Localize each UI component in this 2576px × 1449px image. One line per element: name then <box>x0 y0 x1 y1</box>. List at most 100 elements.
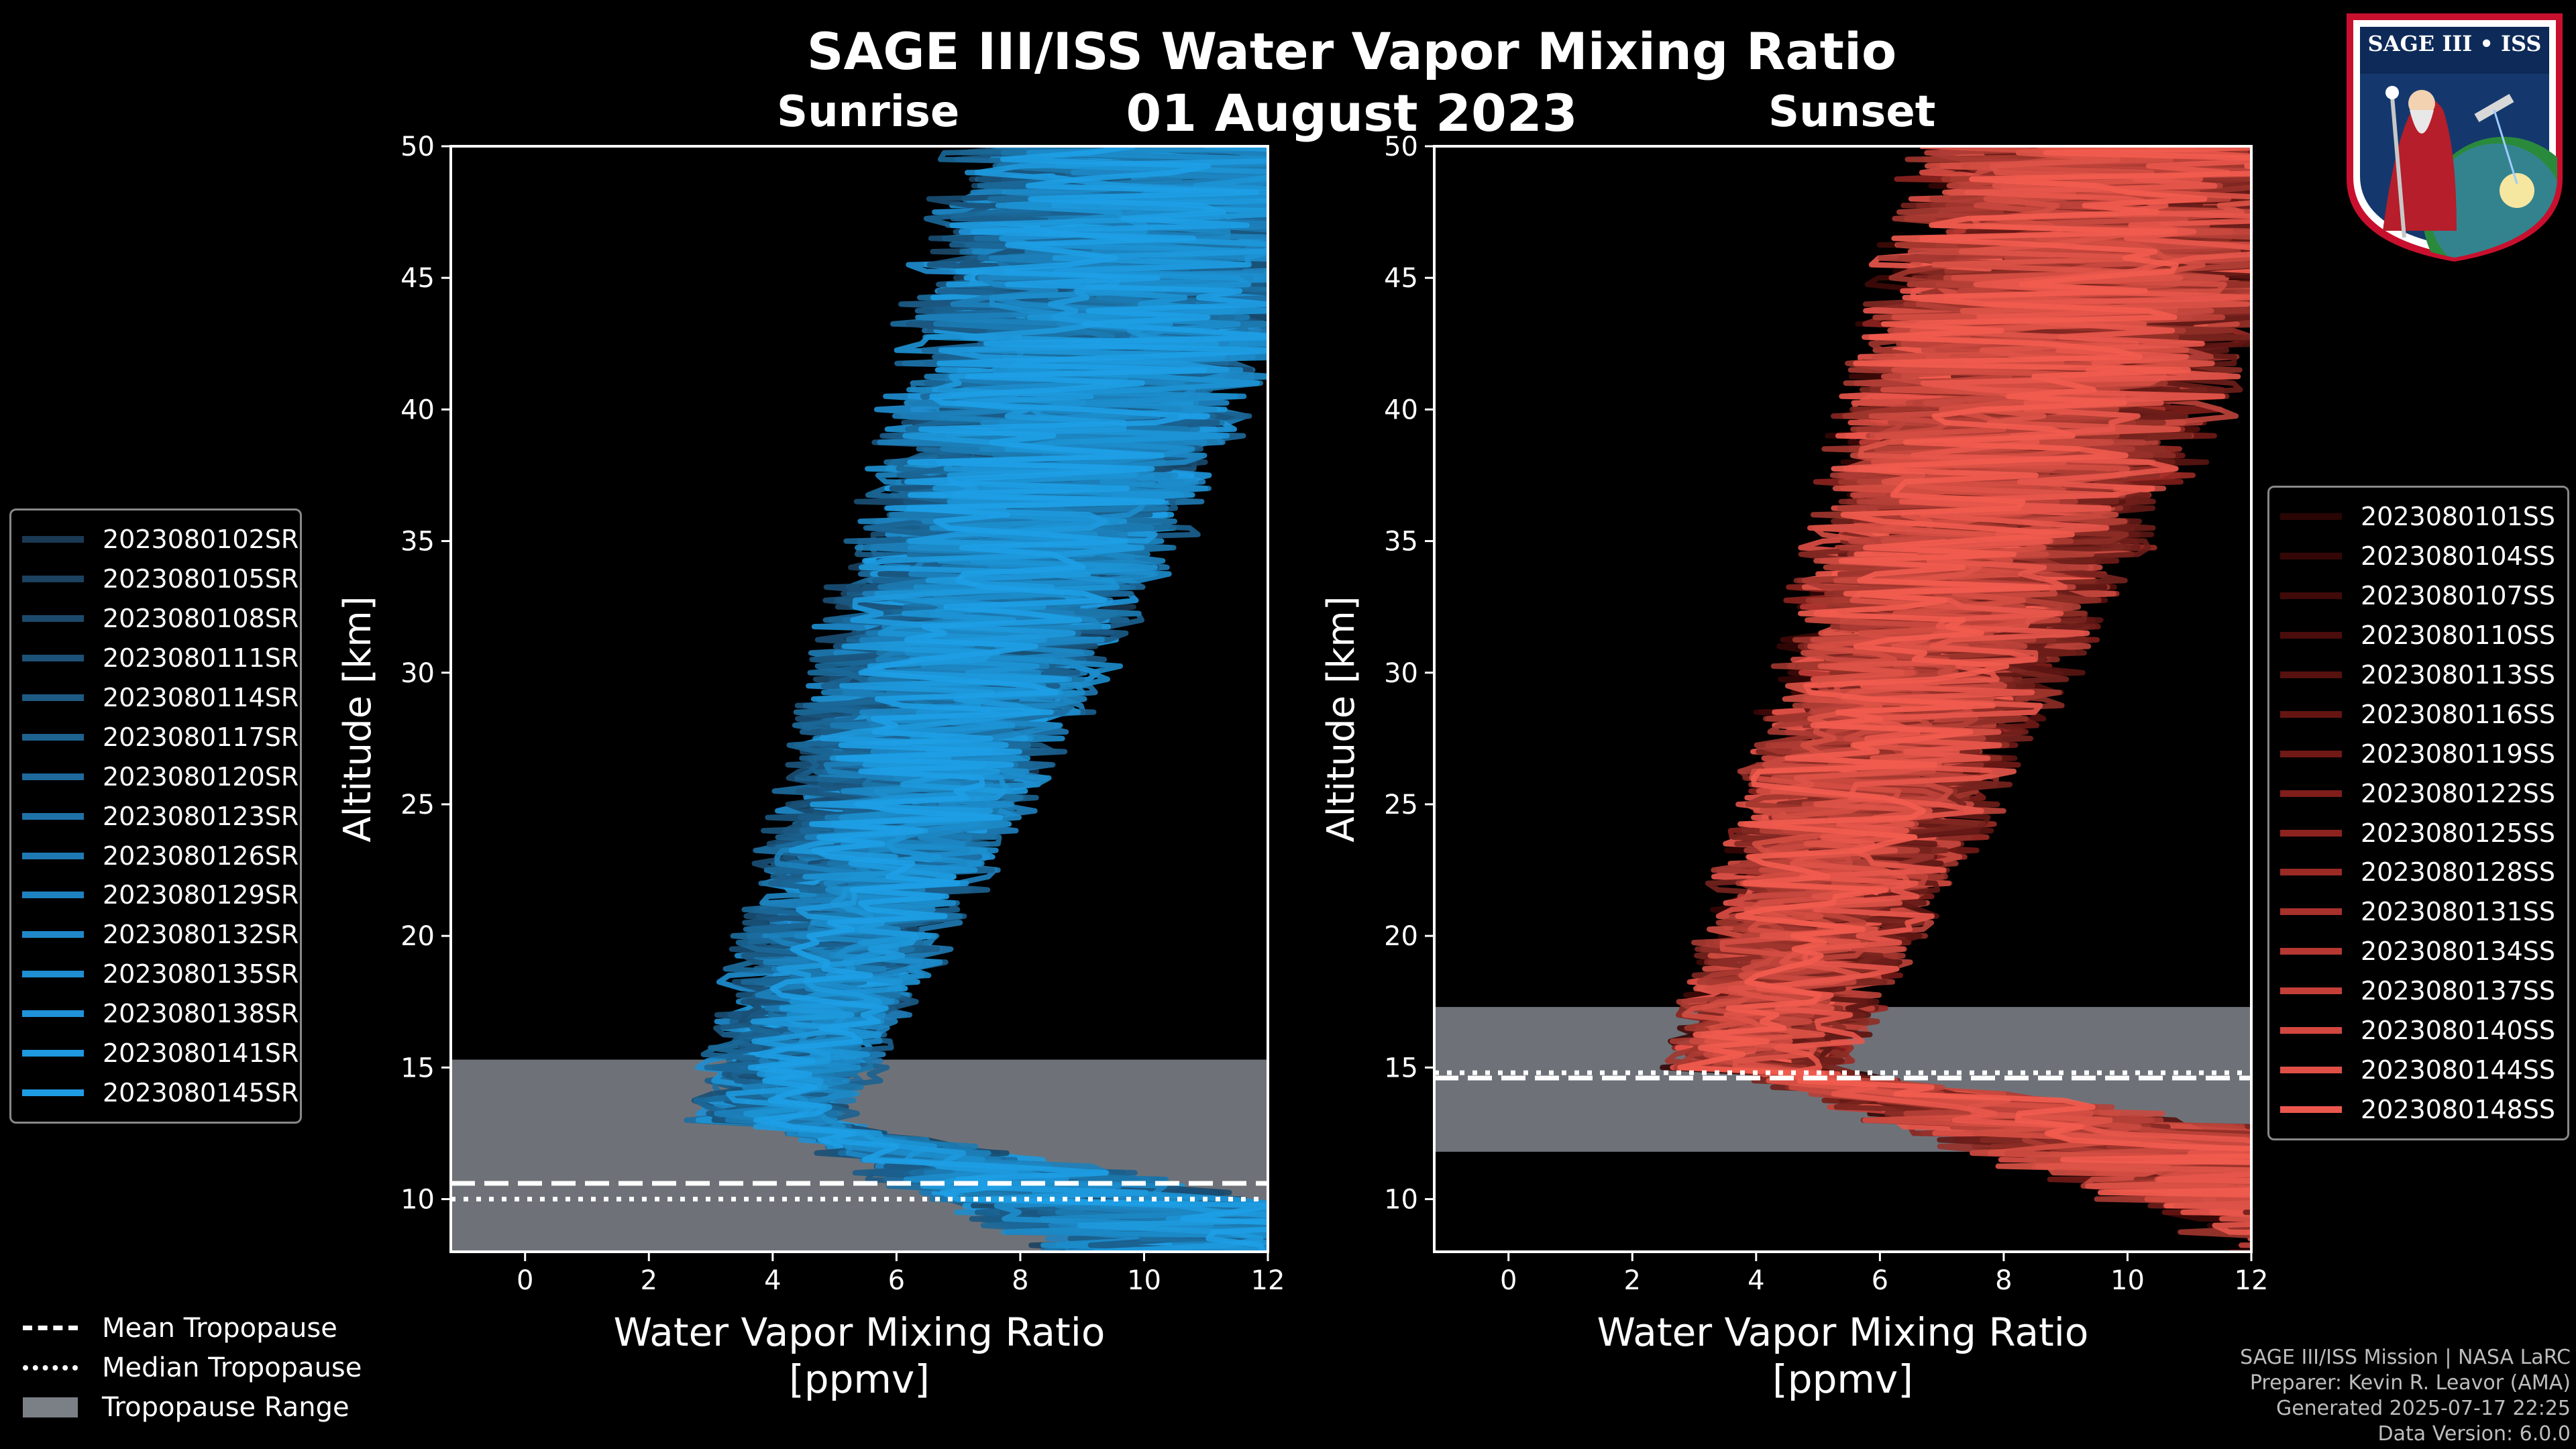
x-tick-label: 0 <box>517 1265 533 1296</box>
legend-item: 2023080129SR <box>22 875 299 915</box>
y-tick-label: 10 <box>1384 1185 1418 1216</box>
range-swatch <box>23 1397 78 1417</box>
solar-occultation-ray-icon <box>2493 109 2518 184</box>
legend-item: 2023080131SS <box>2280 892 2557 932</box>
legend-line-swatch <box>22 892 84 899</box>
y-tick-label: 40 <box>1384 394 1418 425</box>
y-tick-label: 45 <box>400 263 435 294</box>
legend-label: 2023080105SR <box>103 564 299 594</box>
legend-line-swatch <box>2280 592 2342 600</box>
sunset-legend: 2023080101SS 2023080104SS 2023080107SS 2023… <box>2267 486 2569 1141</box>
legend-item: 2023080113SS <box>2280 655 2557 695</box>
profiles-sunrise <box>684 146 1268 1252</box>
legend-item: 2023080132SR <box>22 915 299 955</box>
legend-median-tropopause: Median Tropopause <box>23 1348 362 1387</box>
legend-item: 2023080138SR <box>22 994 299 1034</box>
legend-item: 2023080108SR <box>22 599 299 639</box>
y-axis-label: Altitude [km] <box>1320 596 1363 842</box>
legend-label: 2023080104SS <box>2361 541 2556 572</box>
profiles-sunset <box>1660 146 2251 1252</box>
y-tick-label: 30 <box>400 658 435 689</box>
legend-item: 2023080116SS <box>2280 694 2557 734</box>
legend-item: 2023080137SS <box>2280 971 2557 1011</box>
legend-line-swatch <box>2280 513 2342 521</box>
legend-line-swatch <box>2280 908 2342 916</box>
x-tick-label: 2 <box>1624 1265 1641 1296</box>
legend-item: 2023080120SR <box>22 757 299 796</box>
credit-generated: Generated 2025-07-17 22:25 <box>2275 1397 2571 1420</box>
plot-sunrise: 0 2 4 6 8 10 12 10 15 20 25 30 35 40 45 50 Altitude [km]… <box>336 131 1285 1402</box>
legend-item: 2023080111SR <box>22 639 299 678</box>
sage-iii-iss-mission-logo: SAGE III • ISS <box>2347 13 2563 262</box>
legend-line-swatch <box>2280 790 2342 797</box>
legend-line-swatch <box>22 1050 84 1057</box>
x-tick-label: 12 <box>1251 1265 1285 1296</box>
legend-line-swatch <box>2280 829 2342 837</box>
y-tick-label: 45 <box>1384 263 1418 294</box>
plot-frame <box>449 145 1269 1253</box>
legend-line-swatch <box>2280 869 2342 876</box>
legend-label: 2023080123SR <box>103 801 299 831</box>
x-tick-label: 10 <box>2110 1265 2145 1296</box>
legend-label: 2023080117SR <box>103 722 299 752</box>
legend-label: 2023080134SS <box>2361 936 2556 967</box>
panel-title-sunset: Sunset <box>1768 87 1936 137</box>
legend-label: 2023080101SS <box>2361 502 2556 532</box>
sunrise-legend: 2023080102SR 2023080105SR 2023080108SR 2023… <box>9 508 302 1124</box>
x-tick-label: 10 <box>1127 1265 1161 1296</box>
legend-item: 2023080125SS <box>2280 813 2557 853</box>
legend-line-swatch <box>2280 987 2342 995</box>
chart-date: 01 August 2023 <box>1126 83 1578 143</box>
y-tick-label: 25 <box>400 790 435 820</box>
legend-label: 2023080102SR <box>103 525 299 555</box>
x-axis-label: Water Vapor Mixing Ratio <box>614 1309 1106 1355</box>
legend-label: 2023080111SR <box>103 643 299 674</box>
plot-sunset: 0 2 4 6 8 10 12 10 15 20 25 30 35 40 45 50 Altitude [km]… <box>1320 131 2268 1402</box>
y-tick-label: 25 <box>1384 790 1418 820</box>
legend-label: 2023080141SR <box>103 1038 299 1069</box>
staff-orb-icon <box>2385 86 2399 99</box>
y-tick-label: 10 <box>400 1185 435 1216</box>
legend-label: 2023080135SR <box>103 959 299 989</box>
legend-item: 2023080117SR <box>22 717 299 757</box>
credits: SAGE III/ISS Mission | NASA LaRC Prepare… <box>2240 1345 2571 1447</box>
legend-line-swatch <box>22 812 84 820</box>
x-tick-label: 0 <box>1500 1265 1517 1296</box>
legend-mean-tropopause: Mean Tropopause <box>23 1308 362 1348</box>
legend-label: 2023080120SR <box>103 761 299 792</box>
x-axis-label: Water Vapor Mixing Ratio <box>1597 1309 2089 1355</box>
legend-item: 2023080140SS <box>2280 1011 2557 1051</box>
y-tick-label: 35 <box>400 527 435 557</box>
legend-label: 2023080110SS <box>2361 621 2556 651</box>
legend-median-label: Median Tropopause <box>102 1352 362 1383</box>
legend-label: 2023080138SR <box>103 999 299 1029</box>
x-tick-label: 6 <box>1872 1265 1888 1296</box>
legend-line-swatch <box>22 615 84 623</box>
dotted-line-swatch <box>23 1364 78 1371</box>
legend-line-swatch <box>22 536 84 543</box>
sun-icon <box>2500 173 2534 208</box>
legend-label: 2023080119SS <box>2361 739 2556 769</box>
x-tick-label: 6 <box>888 1265 905 1296</box>
wizard-beard-icon <box>2410 110 2434 133</box>
x-tick-label: 2 <box>641 1265 657 1296</box>
legend-range-label: Tropopause Range <box>102 1391 350 1423</box>
legend-item: 2023080107SS <box>2280 576 2557 616</box>
legend-tropopause-range: Tropopause Range <box>23 1387 362 1427</box>
legend-item: 2023080102SR <box>22 520 299 559</box>
legend-label: 2023080114SR <box>103 683 299 712</box>
legend-line-swatch <box>22 733 84 741</box>
y-tick-label: 50 <box>400 131 435 162</box>
y-tick-label: 20 <box>400 921 435 952</box>
legend-line-swatch <box>22 1089 84 1096</box>
legend-item: 2023080128SS <box>2280 853 2557 892</box>
legend-label: 2023080144SS <box>2361 1055 2556 1085</box>
y-tick-label: 15 <box>400 1053 435 1083</box>
legend-line-swatch <box>22 576 84 583</box>
legend-line-swatch <box>2280 750 2342 757</box>
legend-label: 2023080128SS <box>2361 857 2556 888</box>
x-axis-label: [ppmv] <box>1772 1356 1913 1402</box>
y-axis-label: Altitude [km] <box>336 596 380 842</box>
legend-line-swatch <box>22 773 84 780</box>
